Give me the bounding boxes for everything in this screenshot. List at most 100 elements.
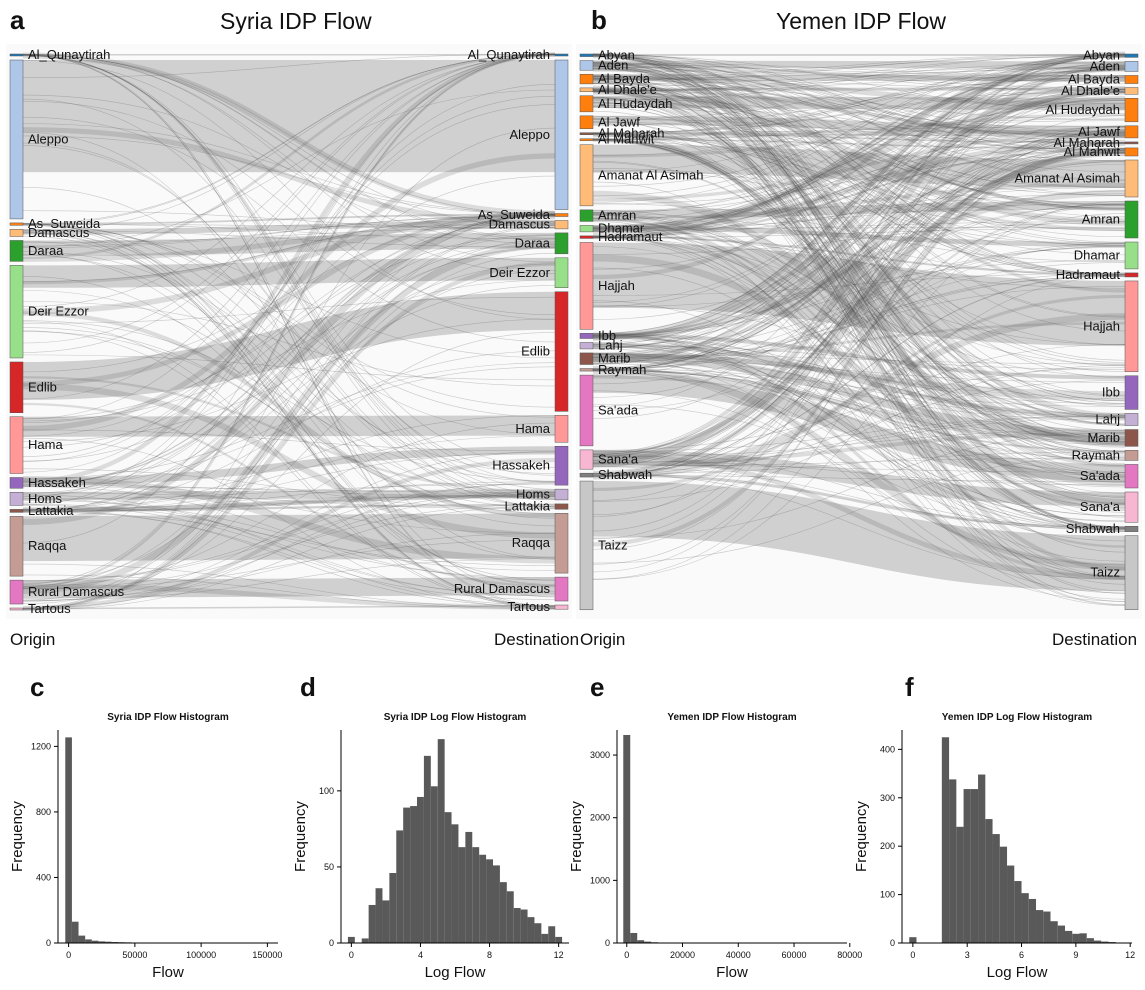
destination-node-hadramaut: [1125, 273, 1138, 277]
histogram-bar: [555, 937, 562, 943]
destination-label-hama: Hama: [515, 421, 550, 436]
destination-node-homs: [555, 489, 568, 500]
origin-node-as-suweida: [10, 223, 23, 225]
destination-node-al-bayda: [1125, 75, 1138, 83]
y-tick-label: 800: [36, 807, 51, 817]
x-tick-label: 0: [66, 950, 71, 960]
histogram-bar: [630, 933, 637, 943]
origin-node-tartous: [10, 608, 23, 610]
y-tick-label: 1000: [590, 875, 610, 885]
y-tick-label: 300: [880, 793, 895, 803]
histogram-bar: [1007, 866, 1014, 943]
destination-node-al-jawf: [1125, 126, 1138, 138]
histogram-bar: [534, 923, 541, 943]
histogram-title: Yemen IDP Log Flow Histogram: [942, 712, 1093, 723]
origin-label-raqqa: Raqqa: [28, 538, 67, 553]
origin-node-hadramaut: [580, 236, 593, 239]
panel-letter-b: b: [591, 5, 607, 36]
origin-node-marib: [580, 353, 593, 365]
histogram-bar: [514, 908, 521, 943]
destination-node-rural-damascus: [555, 577, 568, 601]
y-tick-label: 0: [605, 938, 610, 948]
origin-node-edlib: [10, 362, 23, 413]
histogram-title: Syria IDP Log Flow Histogram: [384, 712, 527, 723]
y-axis-label: Frequency: [292, 801, 309, 872]
origin-label-al-dhale-e: Al Dhale'e: [598, 82, 657, 97]
syria-origin-caption: Origin: [10, 630, 55, 650]
x-tick-label: 8: [487, 950, 492, 960]
destination-node-aleppo: [555, 60, 568, 210]
origin-node-al-bayda: [580, 74, 593, 84]
x-tick-label: 12: [1125, 950, 1135, 960]
histogram-bar: [65, 737, 72, 943]
x-tick-label: 100000: [186, 950, 216, 960]
destination-node-al-hudaydah: [1125, 98, 1138, 122]
y-tick-label: 0: [890, 938, 895, 948]
x-axis-label: Log Flow: [425, 964, 486, 981]
origin-node-deir-ezzor: [10, 265, 23, 358]
origin-node-homs: [10, 492, 23, 505]
syria-sankey-chart: Al_QunaytirahAleppoAs_SuweidaDamascusDar…: [6, 44, 572, 624]
origin-label-shabwah: Shabwah: [598, 467, 652, 482]
histogram-bar: [431, 786, 438, 943]
histogram-bar: [396, 830, 403, 943]
panel-letter-c: c: [30, 672, 44, 703]
destination-node-al-maharah: [1125, 142, 1138, 144]
origin-label-aleppo: Aleppo: [28, 131, 68, 146]
origin-node-raqqa: [10, 516, 23, 576]
histogram-bar: [389, 873, 396, 943]
histogram-bar: [479, 855, 486, 943]
destination-node-raqqa: [555, 513, 568, 573]
origin-node-hajjah: [580, 242, 593, 329]
y-tick-label: 100: [319, 786, 334, 796]
y-tick-label: 400: [880, 744, 895, 754]
origin-node-lattakia: [10, 509, 23, 512]
destination-label-damascus: Damascus: [489, 217, 551, 232]
destination-label-hadramaut: Hadramaut: [1056, 267, 1121, 282]
destination-node-lattakia: [555, 504, 568, 509]
destination-node-al-mahwit: [1125, 148, 1138, 156]
origin-label-al-qunaytirah: Al_Qunaytirah: [28, 47, 110, 62]
x-tick-label: 60000: [782, 950, 807, 960]
histogram-bar: [424, 756, 431, 943]
x-tick-label: 0: [624, 950, 629, 960]
panel-letter-a: a: [10, 5, 24, 36]
origin-node-aden: [580, 61, 593, 71]
destination-node-hama: [555, 415, 568, 442]
destination-label-taizz: Taizz: [1090, 565, 1120, 580]
origin-label-sana-a: Sana'a: [598, 452, 639, 467]
histogram-bar: [348, 937, 355, 943]
x-tick-label: 20000: [670, 950, 695, 960]
origin-node-amran: [580, 210, 593, 222]
origin-node-sa-ada: [580, 375, 593, 446]
origin-label-taizz: Taizz: [598, 537, 628, 552]
histogram-bar: [949, 779, 956, 943]
origin-node-al-mahwit: [580, 139, 593, 141]
histogram-bar: [909, 937, 916, 943]
destination-label-daraa: Daraa: [515, 235, 551, 250]
destination-node-lahj: [1125, 413, 1138, 425]
destination-label-rural-damascus: Rural Damascus: [454, 581, 551, 596]
histogram-bar: [458, 847, 465, 943]
origin-label-daraa: Daraa: [28, 243, 64, 258]
origin-node-al-maharah: [580, 133, 593, 135]
histogram-bar: [465, 832, 472, 943]
destination-node-amran: [1125, 201, 1138, 238]
histogram-bar: [978, 775, 985, 943]
destination-node-tartous: [555, 605, 568, 609]
histogram-bar: [1087, 938, 1094, 943]
origin-node-aleppo: [10, 60, 23, 219]
histogram-bar: [507, 891, 514, 943]
origin-label-hassakeh: Hassakeh: [28, 475, 86, 490]
origin-node-shabwah: [580, 473, 593, 477]
histogram-bar: [1029, 899, 1036, 943]
destination-node-marib: [1125, 430, 1138, 447]
histogram-bar: [382, 900, 389, 943]
destination-node-deir-ezzor: [555, 258, 568, 288]
origin-node-abyan: [580, 54, 593, 57]
destination-label-hajjah: Hajjah: [1083, 318, 1120, 333]
histogram-bar: [1022, 893, 1029, 943]
destination-node-raymah: [1125, 450, 1138, 460]
origin-node-taizz: [580, 481, 593, 610]
